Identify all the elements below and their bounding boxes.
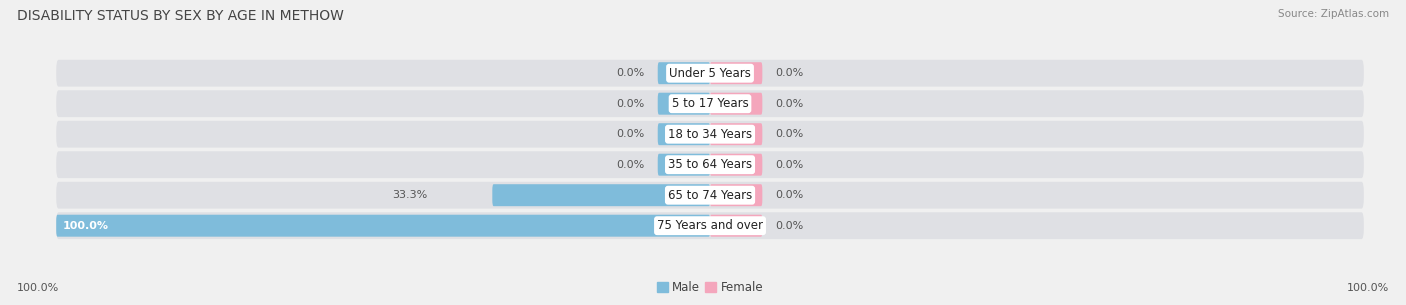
- Text: 65 to 74 Years: 65 to 74 Years: [668, 189, 752, 202]
- Text: 100.0%: 100.0%: [63, 221, 108, 231]
- FancyBboxPatch shape: [658, 93, 710, 115]
- Text: 0.0%: 0.0%: [616, 160, 644, 170]
- FancyBboxPatch shape: [658, 62, 710, 84]
- Text: 0.0%: 0.0%: [776, 129, 804, 139]
- FancyBboxPatch shape: [492, 184, 710, 206]
- Text: 75 Years and over: 75 Years and over: [657, 219, 763, 232]
- Text: 0.0%: 0.0%: [776, 221, 804, 231]
- FancyBboxPatch shape: [710, 215, 762, 237]
- Text: 100.0%: 100.0%: [17, 283, 59, 293]
- Text: 0.0%: 0.0%: [776, 160, 804, 170]
- FancyBboxPatch shape: [658, 123, 710, 145]
- Text: 5 to 17 Years: 5 to 17 Years: [672, 97, 748, 110]
- FancyBboxPatch shape: [56, 60, 1364, 87]
- Text: 100.0%: 100.0%: [1347, 283, 1389, 293]
- FancyBboxPatch shape: [56, 212, 1364, 239]
- Text: 35 to 64 Years: 35 to 64 Years: [668, 158, 752, 171]
- Text: 0.0%: 0.0%: [616, 99, 644, 109]
- FancyBboxPatch shape: [710, 184, 762, 206]
- Text: Under 5 Years: Under 5 Years: [669, 67, 751, 80]
- FancyBboxPatch shape: [56, 215, 710, 237]
- Text: 18 to 34 Years: 18 to 34 Years: [668, 128, 752, 141]
- Text: 0.0%: 0.0%: [776, 190, 804, 200]
- FancyBboxPatch shape: [56, 121, 1364, 148]
- Text: 0.0%: 0.0%: [616, 68, 644, 78]
- FancyBboxPatch shape: [710, 123, 762, 145]
- Legend: Male, Female: Male, Female: [652, 276, 768, 299]
- FancyBboxPatch shape: [658, 154, 710, 176]
- Text: 0.0%: 0.0%: [616, 129, 644, 139]
- FancyBboxPatch shape: [56, 90, 1364, 117]
- Text: DISABILITY STATUS BY SEX BY AGE IN METHOW: DISABILITY STATUS BY SEX BY AGE IN METHO…: [17, 9, 343, 23]
- Text: Source: ZipAtlas.com: Source: ZipAtlas.com: [1278, 9, 1389, 19]
- FancyBboxPatch shape: [710, 62, 762, 84]
- FancyBboxPatch shape: [56, 151, 1364, 178]
- Text: 0.0%: 0.0%: [776, 68, 804, 78]
- FancyBboxPatch shape: [710, 154, 762, 176]
- FancyBboxPatch shape: [56, 182, 1364, 209]
- FancyBboxPatch shape: [710, 93, 762, 115]
- Text: 33.3%: 33.3%: [392, 190, 427, 200]
- Text: 0.0%: 0.0%: [776, 99, 804, 109]
